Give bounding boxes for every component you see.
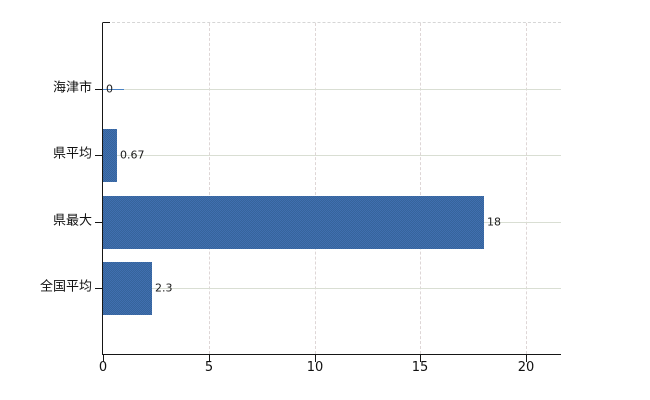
vertical-gridline [420, 23, 421, 354]
category-label: 県最大 [52, 213, 92, 229]
y-axis-tick [95, 155, 103, 156]
plot-area: 0 5 10 15 20 0 0.67 18 2.3 [95, 22, 561, 374]
horizontal-gridline [103, 89, 561, 90]
vertical-gridline [526, 23, 527, 354]
y-axis-end-cap [103, 22, 110, 23]
horizontal-gridline [103, 288, 561, 289]
vertical-gridline [209, 23, 210, 354]
vertical-gridline [315, 23, 316, 354]
bar-value-label: 0.67 [120, 148, 145, 162]
category-label: 全国平均 [39, 279, 92, 295]
bar-4 [103, 261, 152, 315]
y-axis-tick [95, 222, 103, 223]
bar-value-label: 0 [106, 82, 113, 96]
x-axis-tick-label: 10 [306, 360, 324, 375]
bar-3 [103, 195, 484, 249]
x-axis-tick-label: 15 [411, 360, 429, 375]
category-label: 県平均 [52, 146, 92, 162]
horizontal-gridline [103, 155, 561, 156]
y-axis-tick [95, 89, 103, 90]
category-label: 海津市 [52, 80, 92, 96]
x-axis-tick [209, 355, 210, 362]
x-axis-tick [526, 355, 527, 362]
x-axis-tick [420, 355, 421, 362]
x-axis-tick-label: 20 [517, 360, 535, 375]
zero-value-marker [103, 89, 124, 90]
x-axis-tick-label: 5 [204, 360, 214, 375]
x-axis-tick [315, 355, 316, 362]
bar-value-label: 2.3 [155, 281, 173, 295]
bar-value-label: 18 [487, 215, 501, 229]
bar-2 [103, 128, 117, 182]
x-axis-tick [103, 355, 104, 362]
x-axis-tick-label: 0 [98, 360, 108, 375]
y-axis-labels: 海津市県平均県最大全国平均 [0, 22, 92, 353]
y-axis-tick [95, 288, 103, 289]
